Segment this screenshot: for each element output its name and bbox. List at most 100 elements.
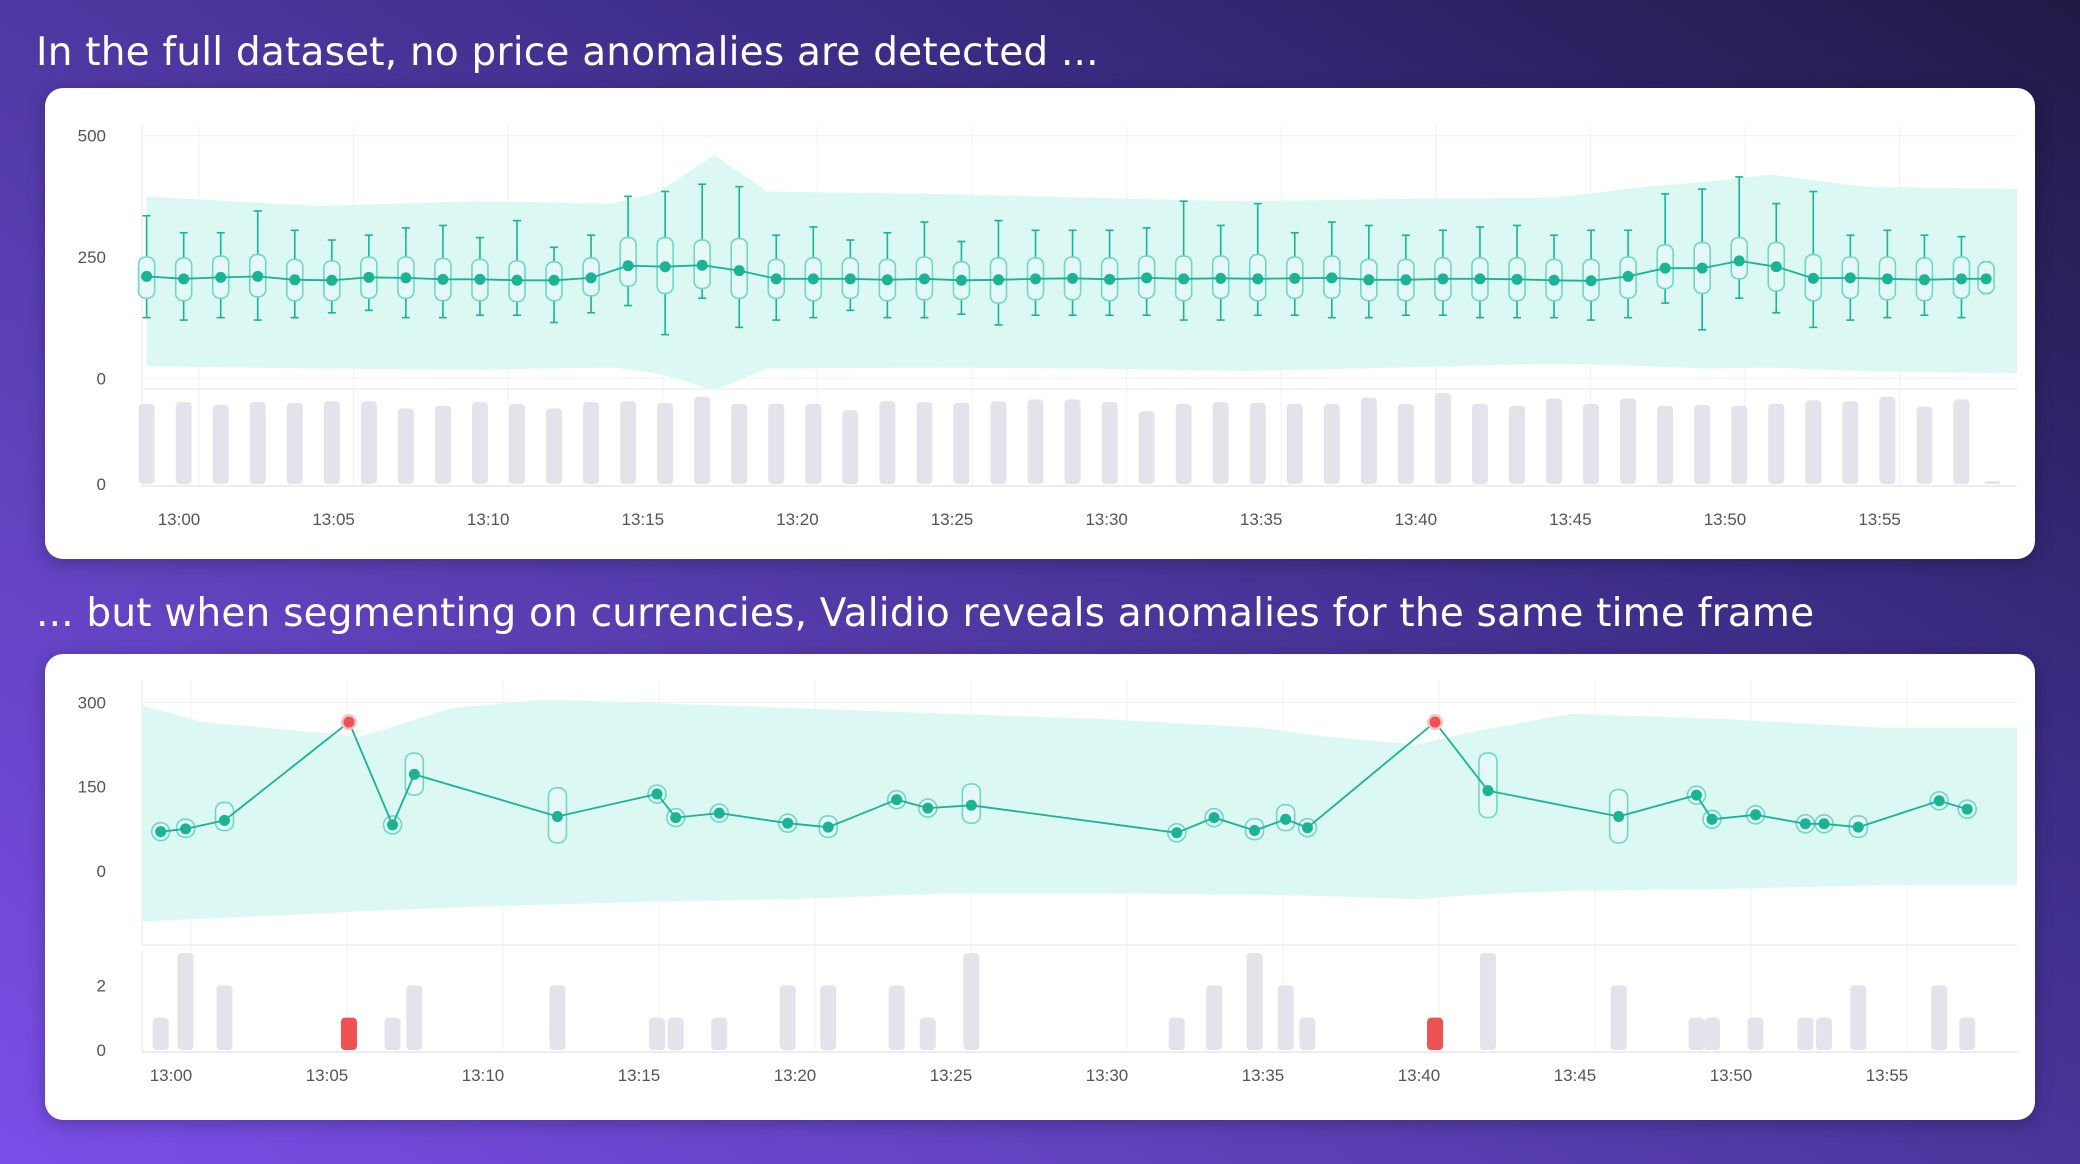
median-point bbox=[511, 274, 523, 286]
expected-range-band bbox=[146, 155, 2018, 391]
median-point bbox=[1818, 818, 1830, 830]
volume-bar bbox=[1620, 398, 1637, 484]
median-point bbox=[881, 274, 893, 286]
anomaly-point bbox=[1429, 716, 1441, 728]
median-point bbox=[659, 261, 671, 273]
median-point bbox=[1622, 270, 1634, 282]
x-tick-label: 13:30 bbox=[1085, 510, 1128, 529]
x-tick-label: 13:15 bbox=[618, 1066, 661, 1085]
median-point bbox=[1067, 272, 1079, 284]
volume-bar bbox=[434, 405, 451, 484]
x-tick-label: 13:25 bbox=[931, 510, 974, 529]
median-point bbox=[1548, 274, 1560, 286]
volume-bar bbox=[286, 403, 303, 484]
volume-bar bbox=[888, 985, 905, 1050]
median-point bbox=[1807, 272, 1819, 284]
median-point bbox=[400, 272, 412, 284]
x-tick-label: 13:35 bbox=[1242, 1066, 1285, 1085]
median-point bbox=[1690, 789, 1702, 801]
median-point bbox=[891, 794, 903, 806]
volume-bar bbox=[1959, 1017, 1976, 1050]
median-point bbox=[1933, 795, 1945, 807]
x-tick-label: 13:30 bbox=[1086, 1066, 1129, 1085]
volume-bar bbox=[1064, 399, 1081, 484]
median-point bbox=[1252, 273, 1264, 285]
volume-bar bbox=[1138, 411, 1155, 484]
median-point bbox=[782, 817, 794, 829]
median-point bbox=[218, 814, 230, 826]
volume-bar bbox=[1509, 405, 1525, 484]
volume-bar bbox=[249, 402, 266, 484]
volume-bar bbox=[1797, 1017, 1814, 1050]
y-tick-label: 0 bbox=[97, 369, 106, 388]
median-point bbox=[1141, 272, 1153, 284]
median-point bbox=[733, 265, 745, 277]
median-point bbox=[326, 274, 338, 286]
chart-card-full-dataset: 500 250 0 0 13:00 13:05 13:10 13:15 13:20 13:25 13… bbox=[45, 88, 2035, 559]
volume-bar bbox=[1277, 985, 1294, 1050]
y-tick-label: 250 bbox=[78, 248, 106, 267]
volume-bar bbox=[657, 403, 674, 484]
volume-y-tick-label: 0 bbox=[97, 475, 106, 494]
median-point bbox=[252, 270, 264, 282]
median-point bbox=[713, 807, 725, 819]
volume-bar bbox=[323, 401, 340, 484]
volume-bar bbox=[694, 396, 711, 484]
median-point bbox=[1171, 827, 1183, 839]
chart-full-dataset: 500 250 0 0 13:00 13:05 13:10 13:15 13:20 13:25 13… bbox=[78, 126, 2018, 529]
volume-bar bbox=[805, 403, 822, 484]
x-tick-label: 13:25 bbox=[930, 1066, 973, 1085]
volume-bar bbox=[953, 403, 970, 484]
median-point bbox=[955, 274, 967, 286]
volume-bar bbox=[1953, 399, 1970, 484]
volume-bar bbox=[1879, 396, 1896, 484]
volume-y-tick-label: 2 bbox=[97, 976, 106, 995]
volume-bar bbox=[1583, 403, 1600, 484]
volume-bar-anomaly bbox=[340, 1017, 357, 1050]
volume-bar bbox=[175, 402, 192, 484]
median-point bbox=[1770, 261, 1782, 273]
median-point bbox=[1280, 813, 1292, 825]
volume-bar bbox=[384, 1017, 401, 1050]
y-tick-label: 0 bbox=[97, 862, 106, 881]
x-tick-label: 13:10 bbox=[467, 510, 510, 529]
volume-bar bbox=[1747, 1017, 1764, 1050]
volume-bar bbox=[1842, 401, 1859, 484]
volume-bar bbox=[212, 404, 229, 484]
volume-bar bbox=[620, 401, 637, 484]
volume-bar bbox=[152, 1017, 169, 1050]
volume-bar bbox=[711, 1017, 728, 1050]
median-point bbox=[770, 273, 782, 285]
median-point bbox=[1400, 274, 1412, 286]
median-point bbox=[1881, 273, 1893, 285]
median-point bbox=[1104, 273, 1116, 285]
x-tick-label: 13:50 bbox=[1704, 510, 1747, 529]
volume-bar bbox=[916, 402, 933, 484]
x-tick-label: 13:00 bbox=[150, 1066, 193, 1085]
median-point bbox=[622, 260, 634, 272]
y-tick-label: 150 bbox=[78, 778, 106, 797]
volume-bar bbox=[406, 985, 423, 1050]
volume-bar bbox=[177, 953, 194, 1050]
volume-bar bbox=[1731, 405, 1748, 484]
x-tick-label: 13:15 bbox=[622, 510, 665, 529]
median-point bbox=[696, 259, 708, 271]
x-tick-label: 13:40 bbox=[1398, 1066, 1441, 1085]
volume-bar bbox=[649, 1017, 666, 1050]
median-point bbox=[437, 273, 449, 285]
volume-bar bbox=[1286, 403, 1303, 484]
volume-bar bbox=[546, 408, 563, 484]
volume-bar bbox=[1546, 398, 1563, 484]
volume-bar bbox=[1299, 1017, 1316, 1050]
x-tick-label: 13:00 bbox=[158, 510, 201, 529]
x-tick-label: 13:35 bbox=[1240, 510, 1283, 529]
median-point bbox=[1215, 272, 1227, 284]
median-point bbox=[1289, 272, 1301, 284]
volume-bar bbox=[549, 985, 566, 1050]
median-point bbox=[1511, 273, 1523, 285]
median-point bbox=[387, 819, 399, 831]
median-point bbox=[1301, 822, 1313, 834]
heading-segmented: ... but when segmenting on currencies, V… bbox=[36, 591, 1815, 636]
x-tick-label: 13:20 bbox=[776, 510, 819, 529]
x-tick-label: 13:05 bbox=[306, 1066, 349, 1085]
